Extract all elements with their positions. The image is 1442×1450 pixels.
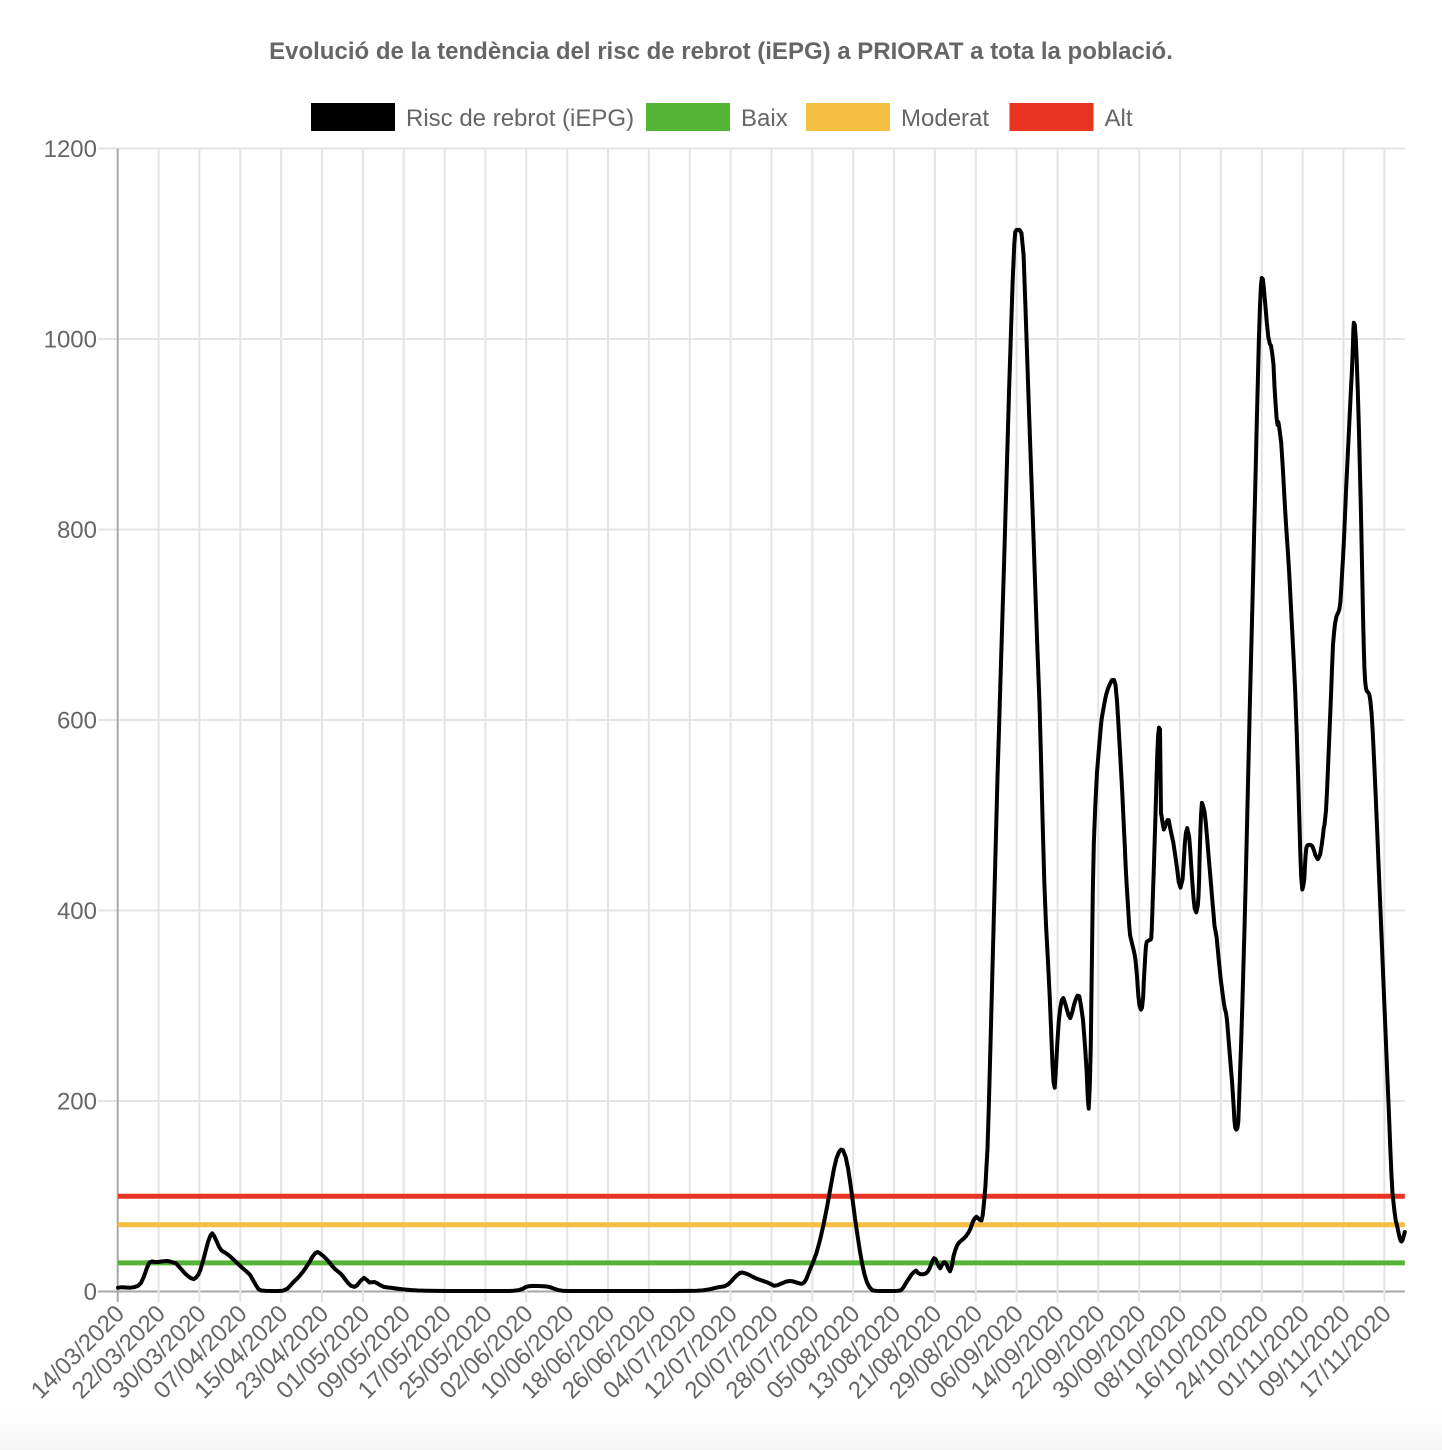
svg-text:800: 800: [57, 517, 97, 544]
svg-text:Risc de rebrot (iEPG): Risc de rebrot (iEPG): [406, 105, 634, 132]
svg-text:0: 0: [84, 1279, 97, 1306]
svg-text:Baix: Baix: [741, 105, 788, 132]
svg-text:600: 600: [57, 708, 97, 735]
svg-text:1200: 1200: [44, 136, 97, 163]
svg-text:Evolució de la tendència del r: Evolució de la tendència del risc de reb…: [269, 38, 1173, 65]
svg-text:400: 400: [57, 898, 97, 925]
svg-text:200: 200: [57, 1089, 97, 1116]
svg-text:1000: 1000: [44, 327, 97, 354]
svg-text:Moderat: Moderat: [901, 105, 989, 132]
svg-text:Alt: Alt: [1105, 105, 1133, 132]
